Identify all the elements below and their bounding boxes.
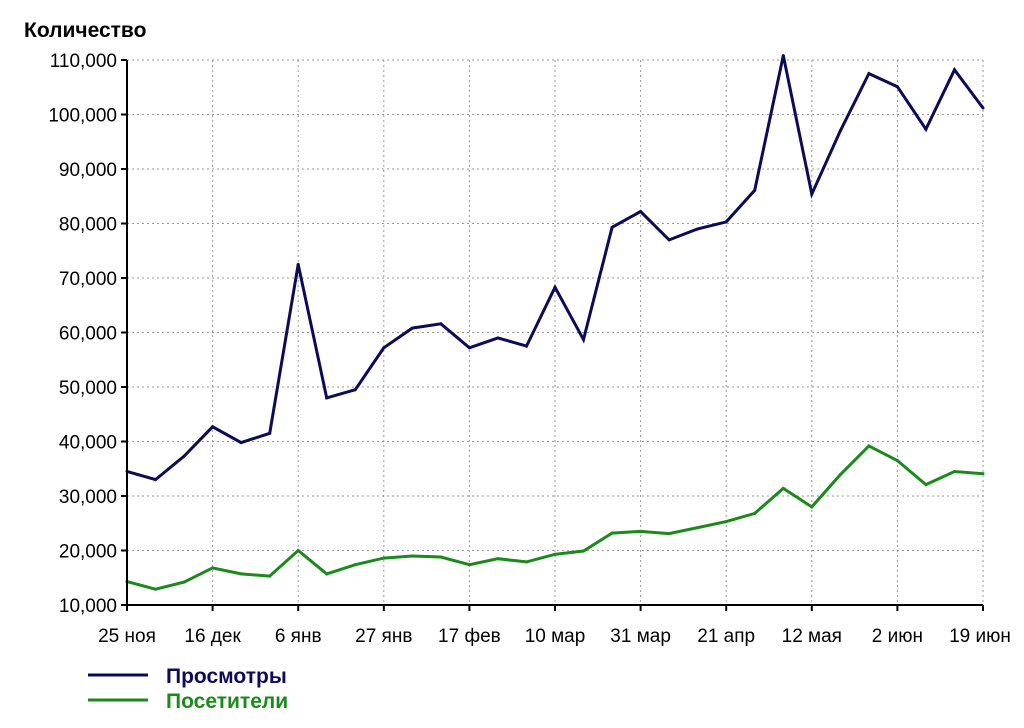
data-point-series-2 [325,572,329,576]
data-point-series-1 [182,454,186,458]
series-line-2 [126,444,984,591]
data-point-series-1 [810,192,814,196]
y-tick-label: 50,000 [59,378,117,399]
data-point-series-1 [781,54,785,58]
data-point-series-1 [353,388,357,392]
data-point-series-1 [924,127,928,131]
data-point-series-2 [895,459,899,463]
y-tick-label: 90,000 [59,160,117,181]
data-point-series-2 [639,529,643,533]
data-point-series-2 [924,483,928,487]
y-tick-label: 70,000 [59,269,117,290]
y-tick-labels: 10,000 20,000 30,000 40,000 50,000 60,000 70,0… [48,51,117,617]
data-point-series-2 [154,587,158,591]
data-point-series-1 [667,238,671,242]
data-point-series-1 [496,336,500,340]
data-point-series-1 [838,129,842,133]
x-tick-label: 12 мая [782,626,842,647]
data-point-series-2 [268,574,272,578]
data-point-series-1 [382,346,386,350]
data-point-series-1 [239,441,243,445]
data-point-series-2 [810,505,814,509]
data-point-series-1 [211,425,215,429]
data-point-series-2 [524,560,528,564]
legend-label-1: Просмотры [166,665,287,688]
legend-label-2: Посетители [166,690,288,713]
data-point-series-2 [553,552,557,556]
data-point-series-1 [753,188,757,192]
data-point-series-2 [696,526,700,530]
data-point-series-1 [724,220,728,224]
y-tick-label: 20,000 [59,542,117,563]
x-tick-label: 27 янв [355,626,412,647]
y-tick-label: 100,000 [48,106,117,127]
data-point-series-1 [296,262,300,266]
data-point-series-2 [182,580,186,584]
x-tick-label: 19 июн [949,626,1011,647]
data-point-series-1 [325,396,329,400]
data-point-series-1 [268,431,272,435]
data-point-series-2 [382,556,386,560]
x-tick-label: 25 ноя [98,626,156,647]
data-point-series-1 [524,344,528,348]
data-point-series-1 [610,225,614,229]
series-layer [125,54,985,591]
data-point-series-1 [696,227,700,231]
data-point-series-2 [981,472,985,476]
data-point-series-2 [781,486,785,490]
data-point-series-1 [154,478,158,482]
data-point-series-2 [867,444,871,448]
data-point-series-1 [867,72,871,76]
x-tick-label: 31 мар [610,626,671,647]
x-tick-label: 16 дек [184,626,241,647]
data-point-series-2 [296,549,300,552]
data-point-series-2 [211,566,215,570]
data-point-series-2 [667,532,671,536]
data-point-series-2 [753,511,757,515]
y-axis-title: Количество [24,19,146,42]
data-point-series-2 [353,563,357,567]
data-point-series-1 [981,106,985,110]
x-tick-label: 21 апр [697,626,755,647]
data-point-series-1 [582,338,586,342]
y-tick-label: 80,000 [59,215,117,236]
data-point-series-2 [952,469,956,473]
x-tick-label: 2 июн [872,626,923,647]
y-tick-label: 10,000 [59,596,117,617]
y-tick-label: 40,000 [59,433,117,454]
data-point-series-2 [838,473,842,477]
y-tick-label: 110,000 [50,51,117,72]
data-point-series-1 [639,210,643,214]
axes [121,59,984,611]
data-point-series-1 [467,346,471,350]
data-point-series-2 [239,572,243,576]
y-tick-label: 30,000 [59,487,117,508]
data-point-series-1 [410,326,414,330]
data-point-series-1 [439,322,443,326]
x-tick-labels: 25 ноя 16 дек 6 янв 27 янв 17 фев 10 мар 31 ма… [98,626,1011,647]
data-point-series-2 [410,554,414,558]
x-tick-label: 17 фев [438,626,501,647]
data-point-series-2 [439,555,443,559]
data-point-series-1 [952,68,956,72]
data-point-series-1 [553,285,557,289]
data-point-series-1 [895,85,899,89]
y-tick-label: 60,000 [59,324,117,345]
grid [127,59,984,605]
data-point-series-2 [467,563,471,567]
x-tick-label: 6 янв [275,626,322,647]
data-point-series-2 [496,557,500,561]
data-point-series-2 [610,531,614,535]
x-tick-label: 10 мар [525,626,586,647]
data-point-series-2 [582,549,586,553]
data-point-series-2 [724,520,728,524]
